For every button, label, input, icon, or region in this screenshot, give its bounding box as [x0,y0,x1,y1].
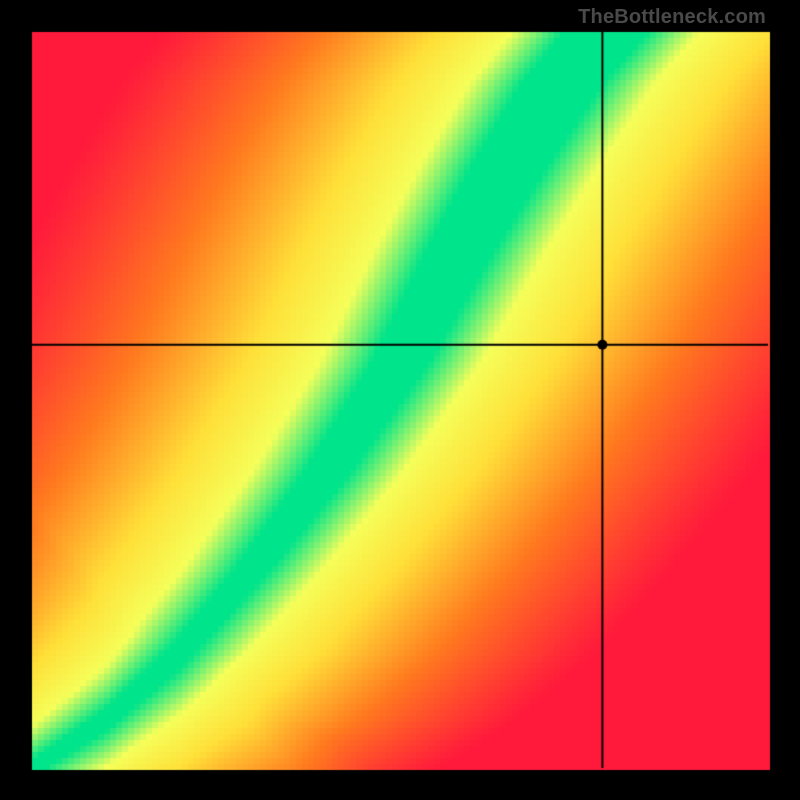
watermark-text: TheBottleneck.com [578,6,766,29]
chart-container: TheBottleneck.com [0,0,800,800]
heatmap-canvas [0,0,800,800]
